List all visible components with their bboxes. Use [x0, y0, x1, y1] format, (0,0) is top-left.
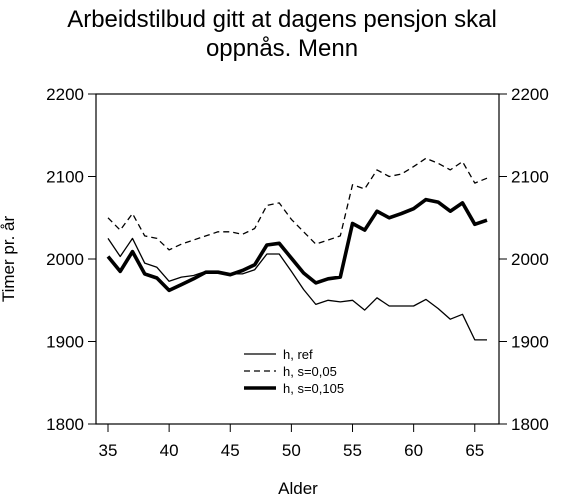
x-tick-label: 50: [282, 441, 301, 460]
series-line-1: [107, 237, 487, 341]
legend-label: h, s=0,05: [283, 364, 337, 379]
x-axis-label: Alder: [278, 479, 318, 496]
y-tick-label-left: 2200: [46, 85, 84, 104]
y-tick-label-left: 2000: [46, 250, 84, 269]
chart-title-line-1: Arbeidstilbud gitt at dagens pensjon ska…: [67, 6, 497, 33]
legend: h, ref h, s=0,05 h, s=0,105: [244, 347, 344, 396]
y-tick-label-left: 2100: [46, 168, 84, 187]
legend-label: h, ref: [283, 347, 313, 362]
x-tick-label: 45: [221, 441, 240, 460]
series-line-3: [106, 197, 488, 293]
x-tick-label: 55: [343, 441, 362, 460]
y-tick-label-left: 1900: [46, 333, 84, 352]
axis-ticks: 35 40 45 50 55 60 65 1800 1800 1900 1900 2000 2000 21…: [46, 85, 549, 460]
x-tick-label: 40: [160, 441, 179, 460]
y-axis-label: Timer pr. år: [0, 216, 18, 303]
x-tick-label: 35: [99, 441, 118, 460]
y-tick-label-right: 2200: [511, 85, 549, 104]
chart-title-line-2: oppnås. Menn: [206, 35, 358, 62]
y-tick-label-left: 1800: [46, 415, 84, 434]
x-tick-label: 65: [465, 441, 484, 460]
series-lines: [106, 157, 488, 341]
y-tick-label-right: 2000: [511, 250, 549, 269]
y-tick-label-right: 2100: [511, 168, 549, 187]
y-tick-label-right: 1800: [511, 415, 549, 434]
x-tick-label: 60: [404, 441, 423, 460]
series-line-2: [107, 157, 488, 251]
legend-label: h, s=0,105: [283, 381, 344, 396]
y-tick-label-right: 1900: [511, 333, 549, 352]
